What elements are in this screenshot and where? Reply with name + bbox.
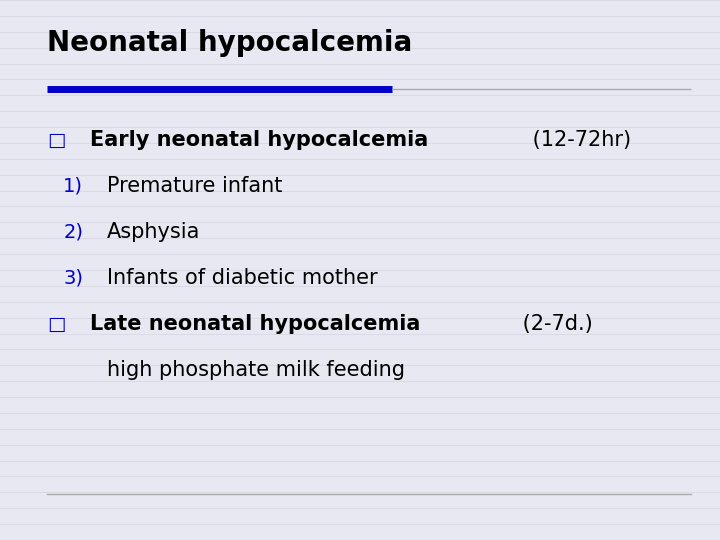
Text: 1): 1)	[63, 177, 84, 196]
Text: Asphysia: Asphysia	[107, 222, 200, 242]
Text: (12-72hr): (12-72hr)	[526, 130, 631, 151]
Text: (2-7d.): (2-7d.)	[516, 314, 593, 334]
Text: 2): 2)	[63, 222, 84, 242]
Text: Early neonatal hypocalcemia: Early neonatal hypocalcemia	[90, 130, 428, 151]
Text: Neonatal hypocalcemia: Neonatal hypocalcemia	[47, 29, 412, 57]
Text: □: □	[47, 131, 66, 150]
Text: Late neonatal hypocalcemia: Late neonatal hypocalcemia	[90, 314, 420, 334]
Text: □: □	[47, 314, 66, 334]
Text: high phosphate milk feeding: high phosphate milk feeding	[107, 360, 405, 380]
Text: Premature infant: Premature infant	[107, 176, 282, 197]
Text: Infants of diabetic mother: Infants of diabetic mother	[107, 268, 377, 288]
Text: 3): 3)	[63, 268, 84, 288]
